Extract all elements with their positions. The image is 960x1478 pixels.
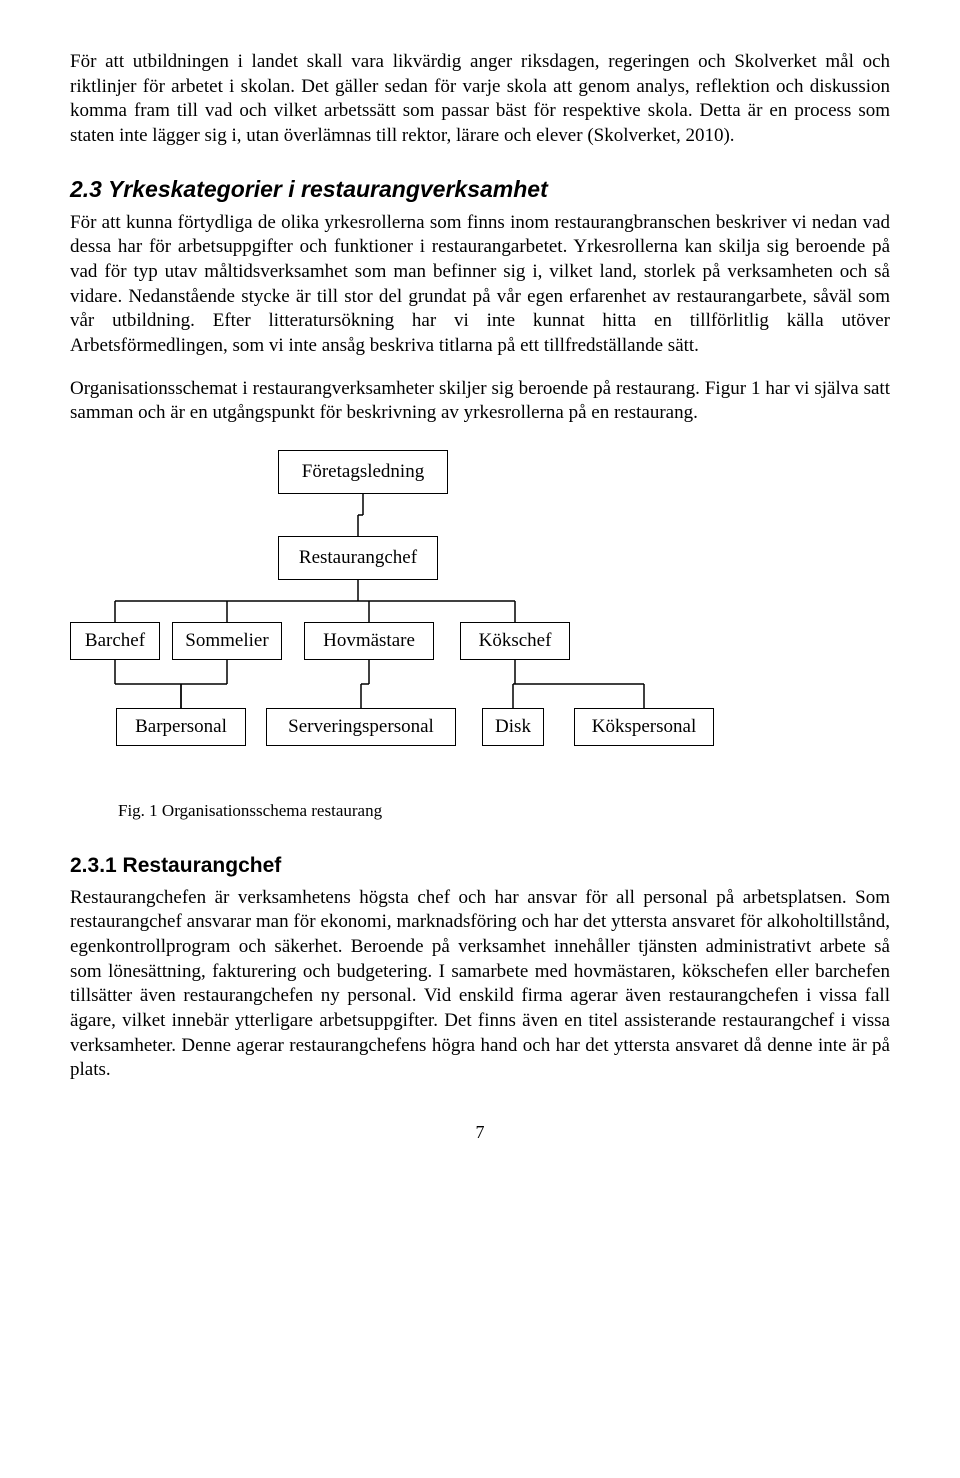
org-node-barpersonal: Barpersonal [116, 708, 246, 746]
org-node-barchef: Barchef [70, 622, 160, 660]
paragraph-2-3-b: Organisationsschemat i restaurangverksam… [70, 377, 890, 426]
org-node-kokspersonal: Kökspersonal [574, 708, 714, 746]
org-node-disk: Disk [482, 708, 544, 746]
org-node-foretagsledning: Företagsledning [278, 450, 448, 494]
paragraph-intro: För att utbildningen i landet skall vara… [70, 50, 890, 149]
org-chart: Företagsledning Restaurangchef Barchef Somm… [70, 450, 790, 790]
figure-caption: Fig. 1 Organisationsschema restaurang [118, 800, 890, 822]
document-page: För att utbildningen i landet skall vara… [0, 0, 960, 1184]
heading-2-3: 2.3 Yrkeskategorier i restaurangverksamh… [70, 175, 890, 205]
org-node-sommelier: Sommelier [172, 622, 282, 660]
paragraph-2-3-a: För att kunna förtydliga de olika yrkesr… [70, 211, 890, 359]
org-node-restaurangchef: Restaurangchef [278, 536, 438, 580]
paragraph-2-3-1: Restaurangchefen är verksamhetens högsta… [70, 886, 890, 1084]
page-number: 7 [70, 1121, 890, 1144]
org-node-hovmastare: Hovmästare [304, 622, 434, 660]
org-node-kokschef: Kökschef [460, 622, 570, 660]
heading-2-3-1: 2.3.1 Restaurangchef [70, 852, 890, 879]
org-node-serveringspersonal: Serveringspersonal [266, 708, 456, 746]
